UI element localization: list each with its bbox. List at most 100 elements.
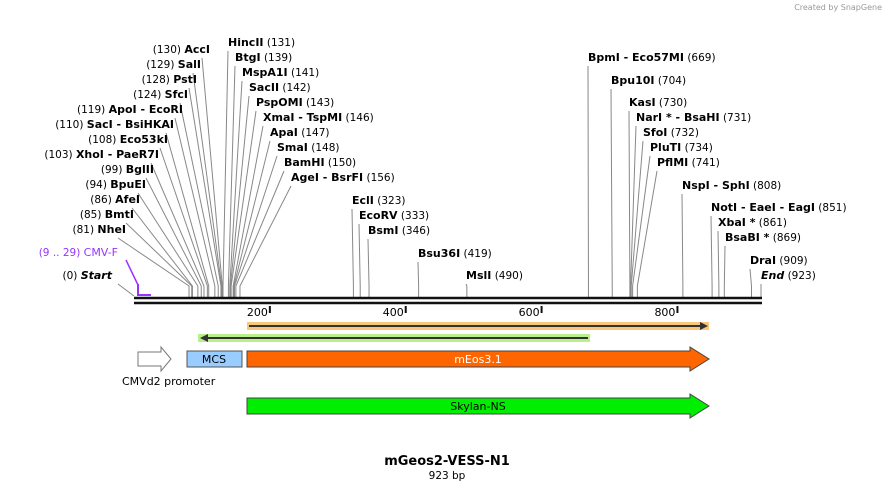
site-position: (86) xyxy=(90,194,115,206)
site-label-kasi[interactable]: KasI (730) xyxy=(629,96,687,109)
orf-forward[interactable] xyxy=(247,322,709,330)
site-name: NspI - SphI xyxy=(682,179,750,192)
site-position: (81) xyxy=(73,224,98,236)
site-label-sacii[interactable]: SacII (142) xyxy=(249,81,311,94)
tick-label: 600 xyxy=(519,306,540,319)
site-label-bamhi[interactable]: BamHI (150) xyxy=(284,156,356,169)
site-label-apoi-ecori[interactable]: (119) ApoI - EcoRI xyxy=(77,103,183,116)
site-label-btgi[interactable]: BtgI (139) xyxy=(235,51,292,64)
site-name: SalI xyxy=(178,58,201,71)
site-label-bsabi[interactable]: BsaBI * (869) xyxy=(725,231,801,244)
site-label-start[interactable]: (0) Start xyxy=(62,269,112,282)
site-name: NarI * - BsaHI xyxy=(636,111,720,124)
site-label-xhoi-paer7i[interactable]: (103) XhoI - PaeR7I xyxy=(44,148,159,161)
site-label-nspi-sphi[interactable]: NspI - SphI (808) xyxy=(682,179,781,192)
site-position: (147) xyxy=(298,127,330,139)
site-name: Bpu10I xyxy=(611,74,655,87)
site-label-bglii[interactable]: (99) BglII xyxy=(101,163,154,176)
orf-reverse[interactable] xyxy=(198,334,590,342)
site-line-ecli xyxy=(351,208,354,297)
site-name: PspOMI xyxy=(256,96,303,109)
skylan-arrow xyxy=(246,393,710,419)
primer-name: CMV-F xyxy=(84,246,118,259)
tick-label: 400 xyxy=(383,306,404,319)
site-label-xmai-tspmi[interactable]: XmaI - TspMI (146) xyxy=(263,111,374,124)
site-label-nhei[interactable]: (81) NheI xyxy=(73,223,127,236)
site-label-bpuei[interactable]: (94) BpuEI xyxy=(85,178,146,191)
site-label-nari-bsahi[interactable]: NarI * - BsaHI (731) xyxy=(636,111,751,124)
site-label-agei-bsrfi[interactable]: AgeI - BsrFI (156) xyxy=(291,171,395,184)
site-position: (148) xyxy=(308,142,340,154)
site-name: KasI xyxy=(629,96,656,109)
site-name: BglII xyxy=(126,163,154,176)
site-line-xbai xyxy=(717,230,720,297)
feature-meos3-1[interactable]: mEos3.1 xyxy=(246,346,710,372)
site-position: (741) xyxy=(688,157,720,169)
site-label-pflmi[interactable]: PflMI (741) xyxy=(657,156,720,169)
arrow-right-icon xyxy=(700,322,708,330)
site-name: BpmI - Eco57MI xyxy=(588,51,684,64)
site-label-bpmi-eco57mi[interactable]: BpmI - Eco57MI (669) xyxy=(588,51,716,64)
site-line-hincii xyxy=(222,50,229,297)
site-label-afei[interactable]: (86) AfeI xyxy=(90,193,140,206)
site-name: EcoRV xyxy=(359,209,398,222)
site-position: (142) xyxy=(279,82,311,94)
site-name: SfcI xyxy=(165,88,188,101)
site-label-bpu10i[interactable]: Bpu10I (704) xyxy=(611,74,686,87)
site-name: BpuEI xyxy=(110,178,146,191)
site-line-bpuei xyxy=(137,192,199,297)
site-label-hincii[interactable]: HincII (131) xyxy=(228,36,295,49)
site-label-pluti[interactable]: PluTI (734) xyxy=(650,141,713,154)
site-label-mspa1i[interactable]: MspA1I (141) xyxy=(242,66,319,79)
site-label-apai[interactable]: ApaI (147) xyxy=(270,126,329,139)
site-label-noti-eaei-eagi[interactable]: NotI - EaeI - EagI (851) xyxy=(711,201,847,214)
meos-arrow xyxy=(246,346,710,372)
site-label-pspomi[interactable]: PspOMI (143) xyxy=(256,96,334,109)
site-label-drai[interactable]: DraI (909) xyxy=(750,254,808,267)
site-position: (85) xyxy=(80,209,105,221)
site-label-smai[interactable]: SmaI (148) xyxy=(277,141,339,154)
site-label-bsu36i[interactable]: Bsu36I (419) xyxy=(418,247,492,260)
site-label-ecli[interactable]: EclI (323) xyxy=(352,194,405,207)
site-label-acci[interactable]: (130) AccI xyxy=(153,43,210,56)
site-position: (490) xyxy=(491,270,523,282)
site-label-sfoi[interactable]: SfoI (732) xyxy=(643,126,699,139)
tick-label: 200 xyxy=(247,306,268,319)
site-position: (869) xyxy=(769,232,801,244)
site-label-ecorv[interactable]: EcoRV (333) xyxy=(359,209,429,222)
site-position: (923) xyxy=(784,270,816,282)
site-line-bamhi xyxy=(235,170,285,297)
site-line-btgi xyxy=(227,65,236,297)
site-name: BamHI xyxy=(284,156,325,169)
site-line-bpu10i xyxy=(610,88,613,297)
site-position: (99) xyxy=(101,164,126,176)
site-line-msli xyxy=(465,283,468,297)
primer-label-cmv-f[interactable]: (9 .. 29) CMV-F xyxy=(39,246,118,259)
feature-mcs[interactable]: MCS xyxy=(186,350,243,368)
site-label-sali[interactable]: (129) SalI xyxy=(146,58,201,71)
site-name: BsaBI * xyxy=(725,231,770,244)
feature-cmvd2-promoter[interactable]: CMVd2 promoter xyxy=(122,345,216,388)
site-label-bmti[interactable]: (85) BmtI xyxy=(80,208,134,221)
site-label-eco53ki[interactable]: (108) Eco53kI xyxy=(88,133,168,146)
site-label-sfci[interactable]: (124) SfcI xyxy=(133,88,188,101)
site-name: HincII xyxy=(228,36,264,49)
site-name: NheI xyxy=(97,223,126,236)
site-name: Bsu36I xyxy=(418,247,460,260)
site-label-msli[interactable]: MslI (490) xyxy=(466,269,523,282)
site-label-end[interactable]: End (923) xyxy=(761,269,816,282)
feature-skylan-ns[interactable]: Skylan-NS xyxy=(246,393,710,419)
mcs-box xyxy=(186,350,243,368)
meos-label: mEos3.1 xyxy=(454,353,502,366)
site-name: PstI xyxy=(173,73,197,86)
site-label-bsmi[interactable]: BsmI (346) xyxy=(368,224,430,237)
site-label-saci-bsihkai[interactable]: (110) SacI - BsiHKAI xyxy=(55,118,174,131)
site-position: (734) xyxy=(681,142,713,154)
site-label-psti[interactable]: (128) PstI xyxy=(142,73,197,86)
site-label-xbai[interactable]: XbaI * (861) xyxy=(718,216,787,229)
site-line-noti-eaei-eagi xyxy=(710,215,713,297)
site-name: AgeI - BsrFI xyxy=(291,171,363,184)
site-line-sali xyxy=(192,72,223,297)
site-position: (704) xyxy=(655,75,687,87)
plasmid-title: mGeos2-VESS-N1 xyxy=(384,454,510,469)
